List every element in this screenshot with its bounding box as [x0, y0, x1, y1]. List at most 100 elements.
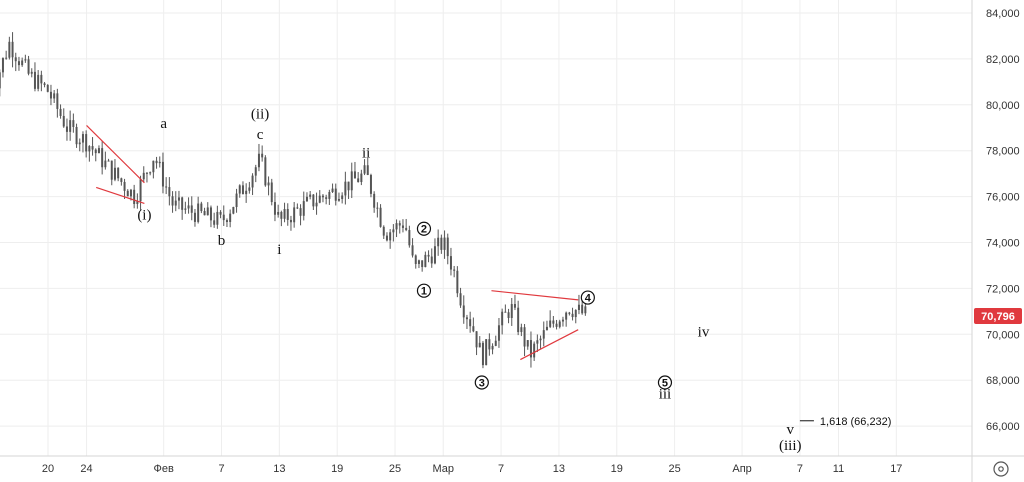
candle-body: [341, 195, 344, 199]
candle-body: [203, 211, 206, 216]
wave-label: 2: [0, 0, 5, 3]
y-tick-label: 84,000: [986, 8, 1020, 20]
candle-body: [101, 148, 104, 168]
candle-body: [485, 339, 488, 366]
candle-body: [267, 182, 270, 186]
circled-wave-label: 2: [421, 224, 427, 236]
candle-body: [561, 319, 564, 322]
candle-body: [24, 59, 27, 61]
candle-body: [277, 211, 280, 215]
candle-body: [152, 160, 155, 173]
y-tick-label: 80,000: [986, 100, 1020, 112]
candle-body: [344, 181, 347, 196]
candle-body: [334, 188, 337, 201]
candle-body: [1, 58, 4, 73]
candle-body: [520, 327, 523, 333]
candle-body: [280, 211, 283, 219]
candle-body: [558, 321, 561, 327]
candle-body: [120, 178, 123, 182]
x-tick-label: Мар: [432, 463, 454, 475]
candle-body: [497, 325, 500, 341]
candle-body: [91, 146, 94, 150]
candle-body: [139, 179, 142, 202]
candle-body: [110, 160, 113, 180]
candle-body: [72, 120, 75, 127]
candle-body: [414, 255, 417, 264]
trend-line[interactable]: [96, 186, 145, 205]
candle-body: [56, 93, 59, 109]
candle-body: [161, 161, 164, 187]
candle-body: [376, 207, 379, 209]
circled-wave-marker: [416, 221, 432, 236]
candle-body: [193, 212, 196, 222]
candle-body: [565, 312, 568, 320]
candle-body: [430, 256, 433, 264]
wave-label: iii: [659, 387, 672, 403]
fib-level-label: 1,618 (66,232): [820, 416, 892, 428]
candle-body: [494, 340, 497, 346]
candle-body: [261, 153, 264, 158]
candle-body: [385, 235, 388, 241]
candle-body: [117, 167, 120, 179]
candle-body: [325, 197, 328, 199]
candle-body: [30, 71, 33, 74]
trend-line[interactable]: [520, 329, 579, 361]
candle-body: [321, 195, 324, 198]
circled-wave-label: 5: [662, 377, 668, 389]
x-tick-label: 19: [331, 463, 343, 475]
candle-body: [213, 220, 216, 225]
candle-body: [107, 160, 110, 162]
candle-body: [446, 237, 449, 257]
candle-body: [417, 260, 420, 264]
x-tick-label: 11: [833, 463, 844, 475]
candle-body: [8, 41, 11, 58]
y-tick-label: 66,000: [986, 421, 1020, 433]
candle-body: [264, 157, 267, 186]
candle-body: [366, 165, 369, 175]
candle-body: [491, 345, 494, 350]
candle-body: [184, 208, 187, 210]
candle-body: [81, 134, 84, 143]
candle-body: [229, 213, 232, 222]
candle-body: [197, 203, 200, 222]
gear-icon[interactable]: [993, 461, 1009, 477]
y-tick-label: 68,000: [986, 375, 1020, 387]
candle-body: [347, 181, 350, 191]
candle-body: [577, 304, 580, 311]
candle-body: [27, 59, 30, 74]
candle-body: [395, 223, 398, 230]
candle-body: [40, 74, 43, 84]
candle-body: [65, 126, 68, 132]
candle-body: [408, 230, 411, 246]
candle-body: [232, 207, 235, 214]
candle-body: [273, 202, 276, 215]
candle-body: [462, 305, 465, 318]
candle-body: [235, 193, 238, 208]
candle-body: [440, 237, 443, 250]
wave-label: ii: [362, 146, 370, 162]
candle-body: [299, 208, 302, 216]
candle-body: [405, 227, 408, 231]
candle-body: [571, 313, 574, 318]
candle-body: [555, 323, 558, 327]
current-price-badge: [974, 308, 1022, 325]
candle-body: [350, 171, 353, 191]
candle-body: [421, 260, 424, 268]
trend-line[interactable]: [491, 290, 579, 301]
candle-body: [510, 304, 513, 319]
candle-body: [392, 229, 395, 233]
candle-body: [481, 342, 484, 366]
candle-body: [549, 320, 552, 327]
x-tick-label: 24: [80, 463, 92, 475]
candle-body: [62, 115, 65, 127]
candle-body: [206, 207, 209, 216]
circled-wave-label: 1: [421, 286, 427, 298]
trend-line[interactable]: [86, 125, 145, 184]
candle-body: [43, 83, 46, 86]
candle-body: [254, 167, 257, 176]
x-tick-label: 7: [797, 463, 803, 475]
y-tick-label: 76,000: [986, 192, 1020, 204]
candle-body: [379, 207, 382, 227]
candle-body: [363, 165, 366, 174]
